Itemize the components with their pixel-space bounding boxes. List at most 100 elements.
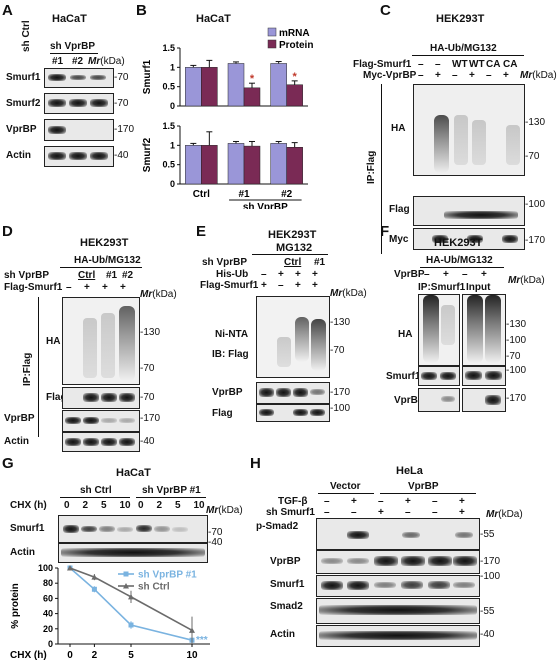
lane-symbol: 10 (193, 500, 205, 511)
legend-label: Protein (279, 40, 313, 51)
significance-mark: * (293, 71, 298, 83)
blot-label: Actin (6, 150, 31, 161)
blot-label: Flag (389, 204, 410, 215)
x-tick-label: #1 (238, 189, 250, 200)
bar-protein (201, 145, 218, 185)
mw-marker: -40 (480, 629, 495, 640)
blot-label: HA (398, 329, 413, 340)
data-point (91, 586, 97, 592)
lane-symbol: – (424, 269, 430, 280)
mw-marker: -70 (525, 151, 540, 162)
x-group-label: sh VprBP (243, 202, 288, 209)
lane-symbol: + (459, 507, 465, 518)
lane-label-1: #1 (314, 257, 326, 268)
cell-line-label: HaCaT (52, 13, 87, 25)
mw-marker: -70 (208, 527, 223, 538)
blot-label: HA (391, 123, 406, 134)
blot-label: Smad2 (270, 601, 303, 612)
mw-marker: -100 (330, 403, 351, 414)
blot-input-ha (462, 294, 506, 366)
lane-symbol: + (469, 70, 475, 81)
x-axis-label: CHX (h) (10, 650, 47, 661)
cell-line-label: HEK293T (434, 237, 483, 249)
panel-letter: H (250, 455, 261, 472)
mw-marker: -100 (506, 335, 527, 346)
mr-label: Mr(kDa) (330, 288, 367, 299)
panel-letter: A (2, 2, 13, 19)
row-label: Myc-VprBP (363, 70, 417, 81)
blot-label: Smurf1 (10, 523, 45, 534)
lane-symbol: + (312, 269, 318, 280)
lane-symbol: + (378, 507, 384, 518)
cell-line-label: HEK293T (268, 229, 317, 241)
legend-label: sh Ctrl (138, 582, 170, 593)
legend-label: sh VprBP #1 (138, 570, 197, 581)
panel-letter: D (2, 223, 13, 240)
mr-label: Mr(kDa) (520, 70, 557, 81)
mw-marker: -170 (506, 393, 527, 404)
x-tick-label: 2 (92, 650, 98, 661)
mw-marker: -100 (480, 571, 501, 582)
legend-label: mRNA (279, 28, 310, 39)
lane-symbol: – (278, 280, 284, 291)
mw-marker: -40 (140, 436, 155, 447)
y-tick-label: 0 (170, 179, 175, 189)
blot-label: Smurf1 (6, 72, 41, 83)
ib-label: IB: Flag (212, 349, 249, 360)
y-tick-label: 0.5 (162, 82, 175, 92)
lane-symbol: + (481, 269, 487, 280)
pulldown-label: Ni-NTA (215, 329, 249, 340)
treatment-label: MG132 (276, 242, 313, 254)
bar-protein (286, 147, 303, 185)
lane-symbol: + (443, 269, 449, 280)
treatment-label: HA-Ub/MG132 (430, 43, 497, 54)
lane-symbol: – (324, 496, 330, 507)
lane-symbol: WT (469, 59, 485, 70)
y-tick-label: 40 (43, 609, 53, 619)
blot-label: p-Smad2 (256, 521, 299, 532)
x-tick-label: Ctrl (193, 189, 210, 200)
lane-label-1: #1 (52, 56, 64, 67)
blot-ni-nta (256, 296, 330, 378)
group-label-sh-ctrl: sh Ctrl (80, 485, 112, 496)
group-label-sh-vprbp: sh VprBP (50, 41, 96, 52)
lane-label-2: #2 (72, 56, 84, 67)
blot-label: Smurf2 (6, 98, 41, 109)
bar-mrna (270, 63, 287, 107)
row-label: Flag-Smurf1 (4, 282, 63, 293)
data-point (128, 593, 134, 600)
mw-marker: -170 (480, 556, 501, 567)
y-tick-label: 1 (170, 62, 175, 72)
mw-marker: -170 (525, 235, 546, 246)
blot-myc (413, 228, 525, 250)
line-chart-g: 0 20 40 60 80 100 % protein 0 2 5 10 CHX (h) *** sh V… (10, 563, 210, 661)
lane-symbol: + (503, 70, 509, 81)
y-tick-label: 0.5 (162, 160, 175, 170)
lane-symbol: + (405, 496, 411, 507)
lane-symbol: 0 (138, 500, 144, 511)
bar-mrna (185, 67, 202, 107)
lane-symbol: + (102, 282, 108, 293)
input-label: Input (466, 282, 491, 293)
lane-symbol: – (405, 507, 411, 518)
mw-marker: -55 (480, 606, 495, 617)
data-point (91, 574, 98, 580)
chx-label: CHX (h) (10, 500, 47, 511)
mw-marker: -170 (140, 413, 161, 424)
lane-symbol: 5 (101, 500, 107, 511)
bar-protein (286, 84, 303, 107)
treatment-label: HA-Ub/MG132 (74, 255, 141, 266)
y-tick-label: 1.5 (162, 43, 175, 53)
cell-line-label: HEK293T (436, 13, 485, 25)
mr-label: Mr(kDa) (88, 56, 125, 67)
x-tick-label: 5 (128, 650, 134, 661)
lane-symbol: 2 (156, 500, 163, 511)
legend-swatch-protein (267, 39, 277, 49)
bar-protein (243, 87, 261, 107)
lane-symbol: + (295, 280, 301, 291)
row-label: His-Ub (216, 269, 249, 280)
cell-line-label: HaCaT (196, 13, 231, 25)
data-point (67, 565, 73, 571)
cell-line-label: HeLa (396, 465, 423, 477)
blot-ip-smurf1 (418, 366, 460, 386)
